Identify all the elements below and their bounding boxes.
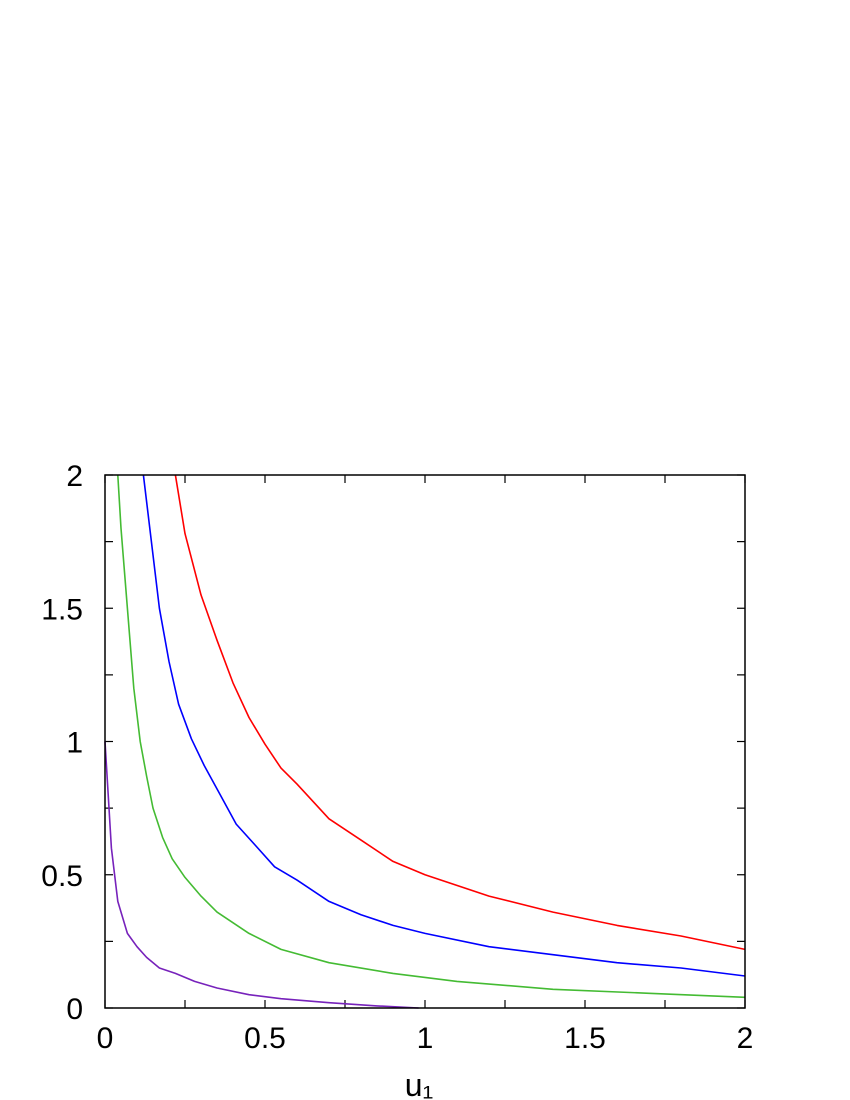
series-line-4: [104, 741, 419, 1009]
x-tick-label: 1: [417, 1022, 434, 1055]
plot-frame: [104, 474, 746, 1009]
x-tick-label: 0.5: [244, 1022, 286, 1055]
x-tick-label: 2: [737, 1022, 754, 1055]
series-lines: [104, 474, 746, 1009]
series-line-3: [117, 474, 746, 999]
x-tick-label: 0: [97, 1022, 114, 1055]
x-axis-title: u₁: [405, 1067, 434, 1100]
y-tick-label: 2: [66, 460, 83, 493]
series-line-1: [174, 474, 746, 951]
tick-labels: 0 0.5 1 1.5 2 0 0.5 1 1.5 2: [41, 460, 753, 1055]
y-tick-label: 0.5: [41, 860, 83, 893]
y-tick-label: 1.5: [41, 593, 83, 626]
series-line-2: [142, 474, 746, 977]
y-tick-label: 1: [66, 727, 83, 760]
y-tick-label: 0: [66, 993, 83, 1026]
x-tick-label: 1.5: [564, 1022, 606, 1055]
axis-ticks: [104, 474, 746, 1009]
